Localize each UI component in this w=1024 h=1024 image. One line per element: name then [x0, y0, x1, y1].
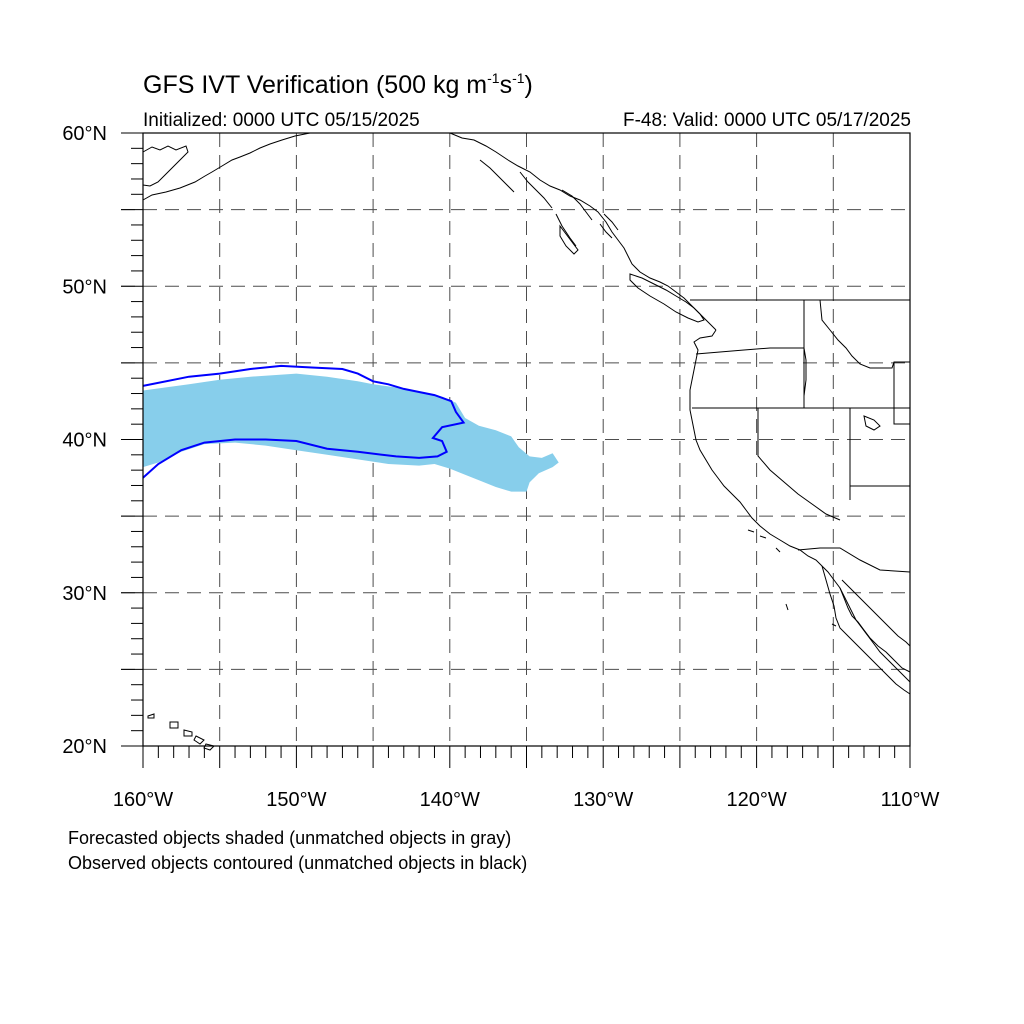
lon-label: 150°W — [266, 789, 326, 811]
axis-ticks — [121, 132, 911, 768]
lat-label: 60°N — [62, 123, 107, 145]
axis-labels: 60°N 50°N 40°N 30°N 20°N 160°W 150°W 140°W 130°W… — [62, 123, 939, 811]
coastline-alaska-canada — [142, 132, 717, 331]
coastline-hawaii — [147, 713, 215, 751]
border-wy — [893, 362, 910, 425]
coastline-vancouver-island — [629, 273, 705, 323]
border-id-mt — [819, 299, 910, 369]
legend-observed-note: Observed objects contoured (unmatched ob… — [68, 853, 528, 873]
forecast-object-shaded — [143, 373, 559, 492]
lon-label: 160°W — [113, 789, 173, 811]
political-borders — [690, 299, 911, 573]
legend-forecast-note: Forecasted objects shaded (unmatched obj… — [68, 828, 512, 848]
coastline-gulf-california — [841, 579, 911, 647]
observed-object-contour — [142, 364, 466, 479]
initialized-time: Initialized: 0000 UTC 05/15/2025 — [143, 110, 420, 131]
border-us-mexico — [797, 547, 911, 573]
observed-objects — [142, 364, 466, 479]
lat-label: 40°N — [62, 430, 107, 452]
lat-label: 30°N — [62, 583, 107, 605]
lon-label: 140°W — [420, 789, 480, 811]
lon-label: 110°W — [881, 789, 940, 811]
coastline-panhandle-islands — [479, 159, 619, 247]
lat-label: 20°N — [62, 736, 107, 758]
coastline-haida-gwaii — [559, 224, 579, 255]
coastline-baja — [821, 565, 911, 695]
lon-label: 120°W — [726, 789, 786, 811]
valid-time: F-48: Valid: 0000 UTC 05/17/2025 — [623, 110, 911, 131]
coastline-us-west — [689, 329, 911, 683]
graticule — [121, 133, 910, 746]
lon-label: 130°W — [573, 789, 633, 811]
map-title: GFS IVT Verification (500 kg m-1s-1) — [143, 70, 533, 99]
forecast-objects — [143, 373, 559, 492]
lake-features — [863, 415, 881, 431]
legend-notes: Forecasted objects shaded (unmatched obj… — [68, 826, 527, 876]
border-ca-nv — [757, 408, 841, 521]
coastline-channel-islands — [747, 529, 837, 627]
coastlines-and-borders — [142, 132, 911, 751]
lat-label: 50°N — [62, 276, 107, 298]
border-wa-or — [695, 347, 807, 397]
